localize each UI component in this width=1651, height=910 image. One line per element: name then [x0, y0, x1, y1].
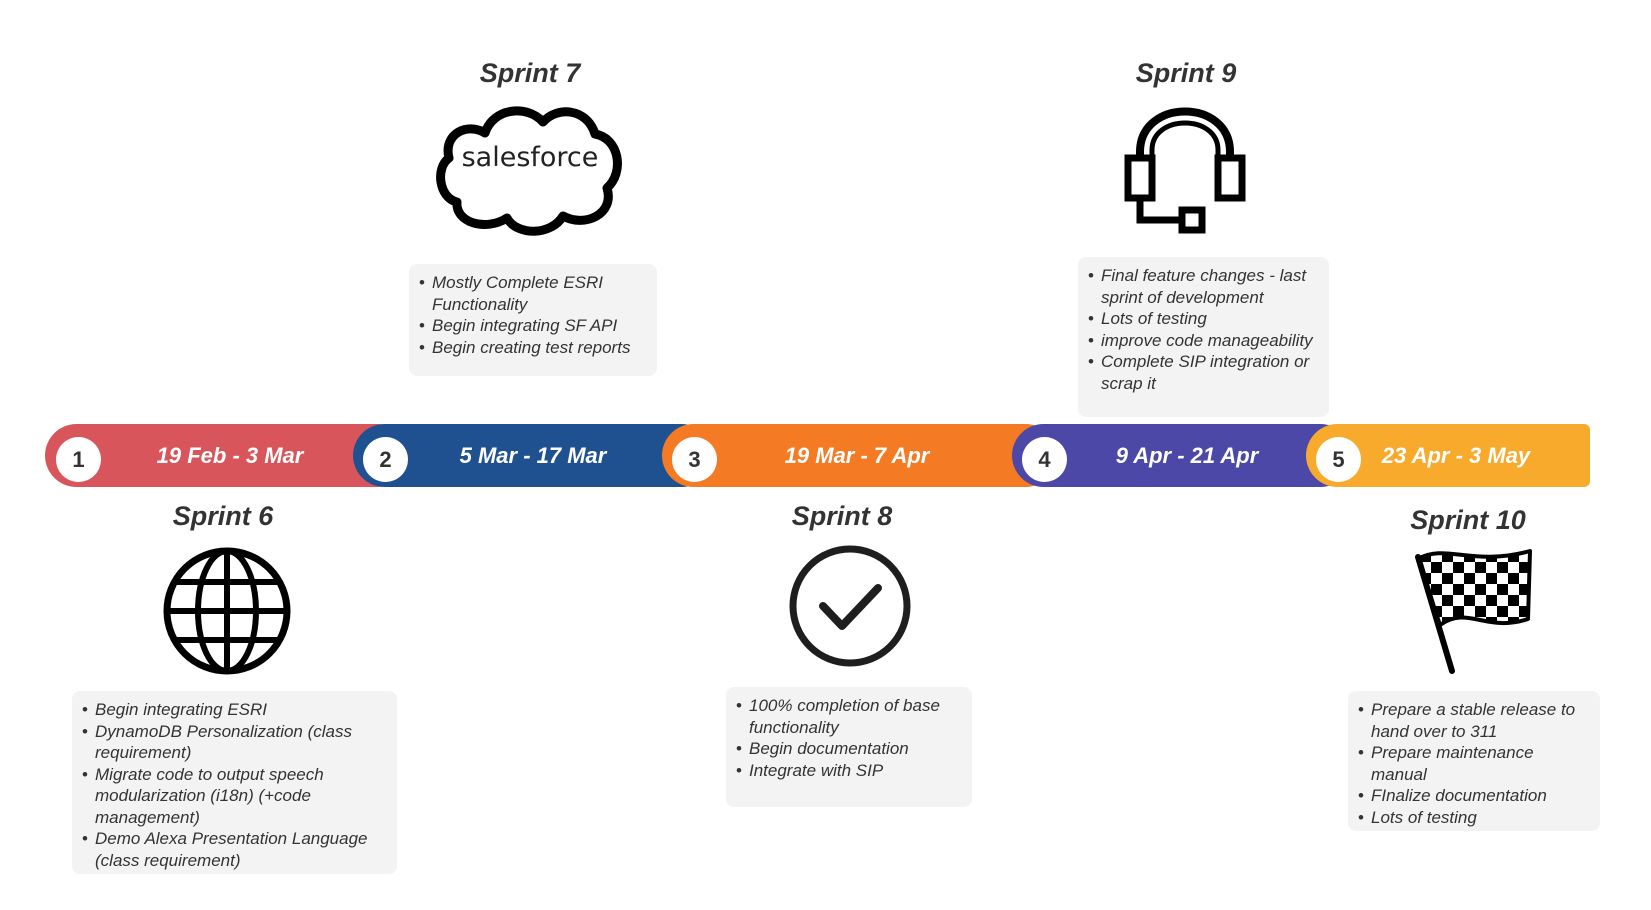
list-item: Complete SIP integration or scrap it: [1088, 351, 1319, 394]
list-item: 100% completion of base functionality: [736, 695, 962, 738]
sprint-number-2: 2: [363, 437, 408, 482]
list-item: improve code manageability: [1088, 330, 1319, 352]
sprint-number-3: 3: [672, 437, 717, 482]
list-item: Begin integrating SF API: [419, 315, 647, 337]
list-item: Begin integrating ESRI: [82, 699, 387, 721]
headset-icon: [1118, 100, 1252, 234]
list-item: Prepare maintenance manual: [1358, 742, 1590, 785]
checkmark-circle-icon: [788, 544, 912, 668]
sprint-10-notes: Prepare a stable release to hand over to…: [1348, 691, 1600, 831]
timeline-dates-3: 19 Mar - 7 Apr: [784, 443, 930, 468]
list-item: DynamoDB Personalization (class requirem…: [82, 721, 387, 764]
globe-icon: [162, 546, 292, 676]
list-item: FInalize documentation: [1358, 785, 1590, 807]
checkered-flag-icon: [1412, 547, 1537, 675]
list-item: Prepare a stable release to hand over to…: [1358, 699, 1590, 742]
timeline-segment-2: 5 Mar - 17 Mar: [353, 424, 713, 487]
sprint-10-title: Sprint 10: [1410, 505, 1526, 535]
timeline-segment-3: 19 Mar - 7 Apr: [662, 424, 1057, 487]
timeline-dates-2: 5 Mar - 17 Mar: [459, 443, 607, 468]
sprint-number-4: 4: [1022, 437, 1067, 482]
salesforce-logo-text: salesforce: [462, 142, 599, 173]
timeline-segment-4: 9 Apr - 21 Apr: [1012, 424, 1352, 487]
timeline-dates-4: 9 Apr - 21 Apr: [1115, 443, 1259, 468]
sprint-6-notes: Begin integrating ESRI DynamoDB Personal…: [72, 691, 397, 874]
list-item: Begin creating test reports: [419, 337, 647, 359]
list-item: Lots of testing: [1088, 308, 1319, 330]
sprint-number-1: 1: [56, 437, 101, 482]
timeline-dates-1: 19 Feb - 3 Mar: [156, 443, 304, 468]
sprint-8-title: Sprint 8: [791, 501, 893, 531]
sprint-number-5: 5: [1316, 437, 1361, 482]
sprint-9-notes: Final feature changes - last sprint of d…: [1078, 257, 1329, 417]
list-item: Begin documentation: [736, 738, 962, 760]
sprint-9-title: Sprint 9: [1135, 58, 1237, 88]
list-item: Mostly Complete ESRI Functionality: [419, 272, 647, 315]
timeline-dates-5: 23 Apr - 3 May: [1381, 443, 1531, 468]
list-item: Final feature changes - last sprint of d…: [1088, 265, 1319, 308]
sprint-8-notes: 100% completion of base functionality Be…: [726, 687, 972, 807]
sprint-6-title: Sprint 6: [172, 501, 274, 531]
sprint-7-notes: Mostly Complete ESRI Functionality Begin…: [409, 264, 657, 376]
salesforce-logo: salesforce: [435, 98, 625, 236]
list-item: Integrate with SIP: [736, 760, 962, 782]
list-item: Lots of testing: [1358, 807, 1590, 829]
timeline-segment-1: 19 Feb - 3 Mar: [45, 424, 410, 487]
list-item: Demo Alexa Presentation Language (class …: [82, 828, 387, 871]
list-item: Migrate code to output speech modulariza…: [82, 764, 387, 829]
sprint-7-title: Sprint 7: [479, 58, 581, 88]
